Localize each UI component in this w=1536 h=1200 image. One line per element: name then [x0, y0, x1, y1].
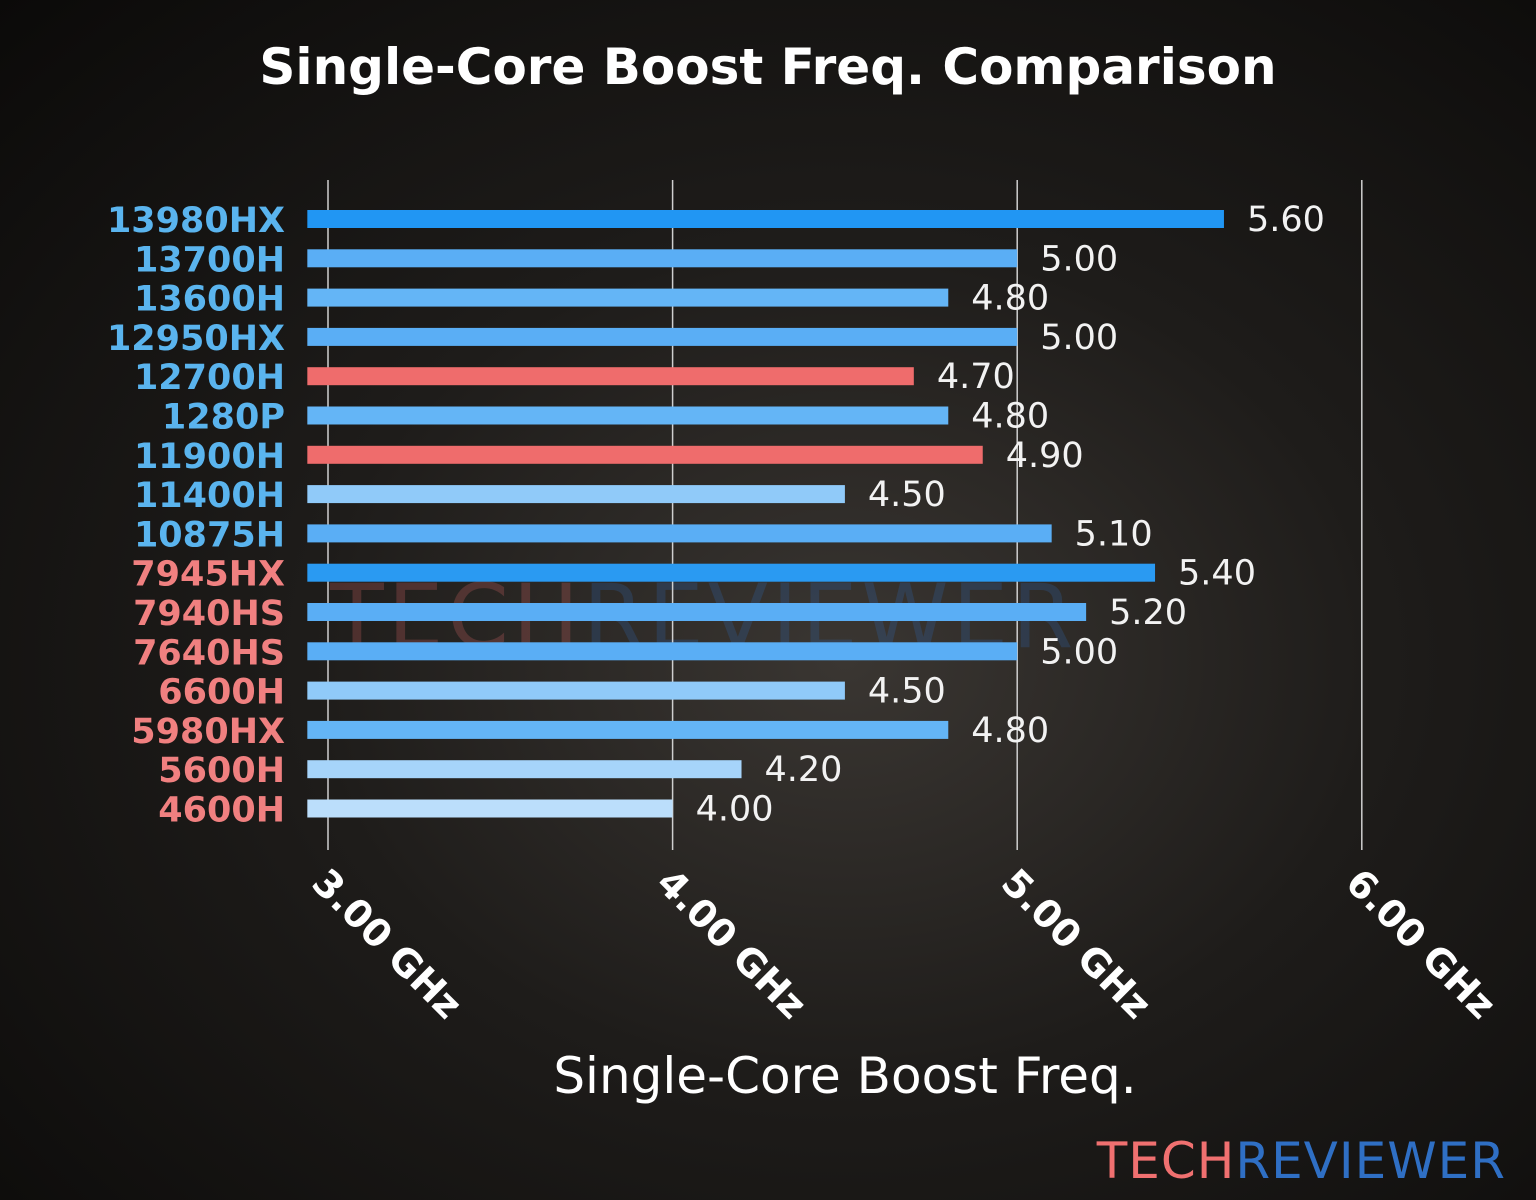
x-tick-label: 6.00 GHz	[1337, 860, 1504, 1027]
y-tick-label: 12950HX	[107, 319, 285, 359]
data-label: 4.80	[971, 397, 1049, 437]
data-label: 5.00	[1040, 318, 1118, 358]
bar	[307, 603, 1087, 621]
y-tick-label: 7945HX	[131, 555, 285, 595]
bar	[307, 760, 742, 779]
y-tick-label: 12700H	[134, 358, 285, 398]
data-label: 4.90	[1006, 436, 1084, 476]
y-tick-label: 10875H	[134, 515, 285, 555]
bar	[307, 485, 845, 504]
y-tick-label: 1280P	[162, 398, 285, 438]
data-label: 4.20	[765, 750, 843, 790]
bar	[307, 524, 1052, 543]
y-tick-label: 11400H	[134, 476, 285, 516]
y-tick-label: 7940HS	[133, 594, 285, 634]
data-label: 5.00	[1040, 632, 1118, 672]
chart-title: Single-Core Boost Freq. Comparison	[259, 38, 1276, 96]
data-label: 5.40	[1178, 554, 1256, 594]
bar	[307, 720, 949, 739]
bar	[307, 681, 845, 700]
data-label: 4.50	[868, 475, 946, 515]
data-label: 4.80	[971, 279, 1049, 319]
bar	[307, 642, 1018, 661]
data-label: 5.00	[1040, 239, 1118, 279]
x-tick-label: 5.00 GHz	[993, 860, 1160, 1027]
bar	[307, 367, 914, 386]
bar	[307, 563, 1156, 582]
bar	[307, 288, 949, 307]
y-tick-label: 5980HX	[131, 712, 285, 752]
bar	[307, 210, 1224, 228]
bar	[307, 445, 983, 464]
y-tick-label: 4600H	[158, 791, 285, 831]
x-axis-label: Single-Core Boost Freq.	[553, 1047, 1136, 1105]
data-label: 5.60	[1247, 200, 1325, 240]
data-label: 4.00	[696, 790, 774, 830]
y-tick-label: 6600H	[158, 673, 285, 713]
x-tick-label: 3.00 GHz	[304, 860, 471, 1027]
data-label: 5.10	[1075, 514, 1153, 554]
y-tick-label: 13700H	[134, 240, 285, 280]
watermark-part1: TECH	[1096, 1132, 1236, 1190]
bar	[307, 327, 1018, 346]
y-tick-label: 13980HX	[107, 201, 285, 241]
bar	[307, 249, 1018, 268]
watermark-part2: REVIEWER	[1235, 1132, 1506, 1190]
data-label: 4.80	[971, 711, 1049, 751]
x-tick-label: 4.00 GHz	[648, 860, 815, 1027]
data-label: 5.20	[1109, 593, 1187, 633]
data-label: 4.70	[937, 357, 1015, 397]
y-tick-label: 11900H	[134, 437, 285, 477]
y-tick-label: 5600H	[158, 751, 285, 791]
y-tick-label: 7640HS	[133, 633, 285, 673]
data-label: 4.50	[868, 672, 946, 712]
y-tick-label: 13600H	[134, 280, 285, 320]
bar	[307, 406, 949, 425]
bar	[307, 799, 673, 818]
watermark-logo: TECHREVIEWER	[1097, 1132, 1506, 1190]
